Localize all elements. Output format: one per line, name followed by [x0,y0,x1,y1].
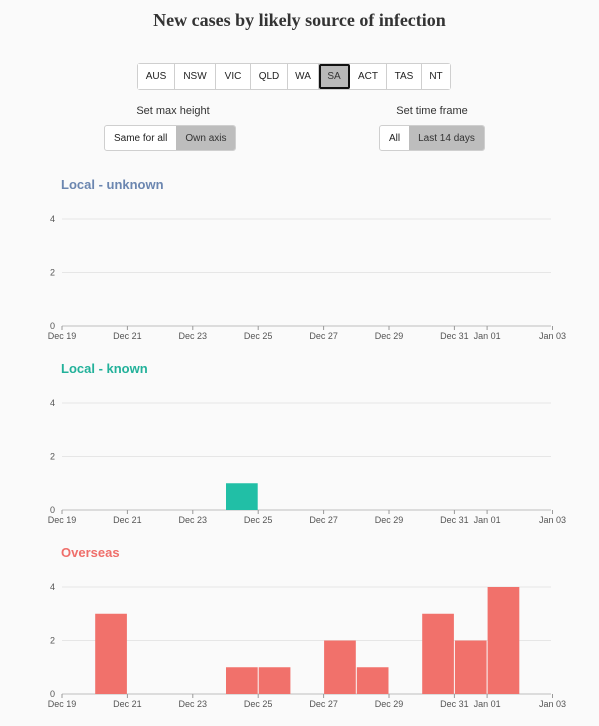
x-tick-label: Dec 23 [179,515,208,525]
state-tab-act[interactable]: ACT [350,64,387,89]
chart-title-local-known: Local - known [61,361,148,376]
time-frame-label: Set time frame [396,105,468,117]
time-frame-toggle: All Last 14 days [379,125,485,151]
state-tab-aus[interactable]: AUS [138,64,175,89]
x-tick-label: Dec 31 [440,515,469,525]
bar [487,587,520,694]
bar [356,667,389,694]
state-tab-tas[interactable]: TAS [387,64,422,89]
x-tick-label: Dec 29 [375,515,404,525]
state-tab-nsw[interactable]: NSW [175,64,216,89]
max-height-label: Set max height [136,105,210,117]
x-tick-label: Dec 21 [113,515,142,525]
x-tick-label: Dec 19 [48,699,77,709]
state-tab-wa[interactable]: WA [288,64,319,89]
x-tick-label: Dec 23 [179,331,208,341]
state-tab-qld[interactable]: QLD [251,64,288,89]
x-tick-label: Dec 27 [309,515,338,525]
state-selector: AUS NSW VIC QLD WA SA ACT TAS NT [137,63,451,90]
x-tick-label: Jan 01 [474,515,501,525]
y-tick-label: 0 [50,321,55,331]
x-tick-label: Dec 21 [113,699,142,709]
time-frame-all[interactable]: All [389,132,401,144]
bar [258,667,291,694]
y-tick-label: 0 [50,689,55,699]
bar [324,640,356,694]
bar [422,613,454,694]
bar [454,640,487,694]
max-height-own-axis[interactable]: Own axis [176,126,236,150]
max-height-same-for-all[interactable]: Same for all [114,132,168,144]
y-tick-label: 4 [50,214,55,224]
chart-title-overseas: Overseas [61,545,120,560]
chart-overseas: 0 2 4 Dec 19 Dec 21 Dec 23 Dec 25 Dec 27 Dec 29 D… [48,582,566,709]
bar [226,667,258,694]
page-title: New cases by likely source of infection [153,10,446,30]
chart-local-unknown: 0 2 4 Dec 19 Dec 21 Dec 23 Dec 25 Dec 27 Dec 29 D… [48,214,566,341]
y-tick-label: 2 [50,452,55,462]
x-tick-label: Jan 03 [539,331,566,341]
y-tick-label: 2 [50,268,55,278]
x-tick-label: Dec 27 [309,331,338,341]
state-tab-vic[interactable]: VIC [216,64,251,89]
x-tick-label: Dec 27 [309,699,338,709]
y-tick-label: 0 [50,505,55,515]
y-tick-label: 2 [50,636,55,646]
chart-title-local-unknown: Local - unknown [61,177,164,192]
x-tick-label: Dec 29 [375,699,404,709]
x-tick-label: Dec 19 [48,515,77,525]
x-tick-label: Dec 25 [244,699,273,709]
x-tick-label: Dec 21 [113,331,142,341]
x-tick-label: Dec 29 [375,331,404,341]
x-tick-label: Dec 31 [440,331,469,341]
chart-local-known: 0 2 4 Dec 19 Dec 21 Dec 23 Dec 25 Dec 27 Dec 29 D… [48,398,566,525]
x-tick-label: Dec 31 [440,699,469,709]
x-tick-label: Dec 19 [48,331,77,341]
x-tick-label: Jan 01 [474,699,501,709]
x-tick-label: Dec 25 [244,331,273,341]
x-tick-label: Jan 03 [539,515,566,525]
y-tick-label: 4 [50,398,55,408]
x-tick-label: Jan 01 [474,331,501,341]
time-frame-last-14-days[interactable]: Last 14 days [409,126,484,150]
max-height-toggle: Same for all Own axis [104,125,237,151]
state-tab-nt[interactable]: NT [422,64,450,89]
x-tick-label: Dec 23 [179,699,208,709]
x-tick-label: Jan 03 [539,699,566,709]
bar [95,613,127,694]
bar [226,483,258,510]
y-tick-label: 4 [50,582,55,592]
x-tick-label: Dec 25 [244,515,273,525]
state-tab-sa[interactable]: SA [319,64,350,89]
